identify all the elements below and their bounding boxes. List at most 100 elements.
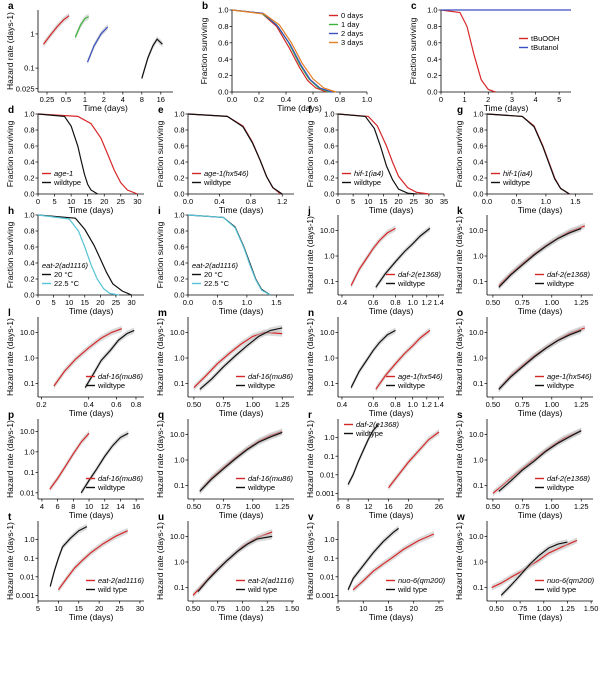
y-tick-label: 0.4	[218, 55, 228, 64]
series-line	[187, 214, 271, 296]
x-axis-label: Time (days)	[518, 612, 563, 622]
x-tick-label: 12	[101, 502, 109, 511]
legend-entry: daf-2(e1368)	[398, 270, 441, 279]
panel-letter: q	[158, 410, 164, 421]
x-tick-label: 20	[96, 298, 104, 307]
y-tick-label: 0.0	[24, 190, 34, 199]
x-tick-label: 16	[384, 502, 392, 511]
x-tick-label: 30	[136, 604, 144, 613]
legend-entry: daf-2(e1368)	[547, 270, 590, 279]
series-line	[37, 214, 132, 296]
x-tick-label: 20	[394, 197, 402, 206]
panel-letter: f	[308, 105, 312, 116]
confidence-band	[348, 421, 379, 488]
legend-entry: wildtype	[203, 178, 231, 187]
legend-entry: wild type	[247, 585, 277, 594]
x-tick-label: 0.50	[187, 400, 202, 409]
x-tick-label: 10	[85, 502, 93, 511]
panel-v: v 5 10 15 20 25 0.001 0.01 0.1 1.0 Time (days) Haza…	[305, 512, 446, 622]
x-axis-label: Time (days)	[518, 306, 563, 316]
x-tick-label: 20	[404, 502, 412, 511]
y-tick-label: 1.0	[24, 447, 34, 456]
y-tick-label: 1.0	[174, 456, 184, 465]
series-line	[498, 227, 582, 288]
x-tick-label: 0.0	[227, 95, 237, 104]
panel-letter: t	[8, 512, 12, 523]
y-tick-label: 0.1	[473, 379, 483, 388]
confidence-band	[50, 523, 87, 590]
legend-entry: 3 days	[341, 38, 363, 47]
y-tick-label: 0.4	[174, 259, 184, 268]
y-tick-label: 1.0	[218, 6, 228, 15]
y-tick-label: 1.0	[473, 558, 483, 567]
x-tick-label: 0.5	[511, 197, 521, 206]
y-tick-label: 0.6	[174, 142, 184, 151]
y-tick-label: 0.6	[24, 243, 34, 252]
y-tick-label: 0.1	[24, 468, 34, 477]
y-tick-label: 0.1	[324, 452, 334, 461]
x-tick-label: 0.6	[368, 298, 378, 307]
y-tick-label: 0.0	[174, 190, 184, 199]
legend-title: eat-2(ad1116)	[42, 261, 89, 270]
y-tick-label: 0.1	[24, 64, 34, 73]
x-tick-label: 10	[364, 197, 372, 206]
y-tick-label: 0.1	[174, 481, 184, 490]
x-axis-label: Time (days)	[369, 306, 414, 316]
x-tick-label: 0.0	[183, 197, 193, 206]
x-tick-label: 1.0	[407, 298, 417, 307]
x-tick-label: 1.0	[362, 95, 372, 104]
panel-letter: n	[308, 308, 314, 319]
y-tick-label: 0.2	[174, 174, 184, 183]
y-axis-label: Hazard rate (days-1)	[155, 522, 165, 600]
x-tick-label: 0.25	[40, 95, 55, 104]
x-tick-label: 4	[121, 95, 125, 104]
y-axis-label: Fraction surviving	[5, 120, 15, 187]
x-tick-label: 1.00	[245, 400, 260, 409]
y-tick-label: 0.025	[16, 84, 35, 93]
y-tick-label: 0.8	[473, 126, 483, 135]
x-tick-label: 0.75	[515, 502, 530, 511]
x-tick-label: 1.50	[584, 604, 599, 613]
x-axis-label: Time (days)	[369, 612, 414, 622]
x-tick-label: 2	[102, 95, 106, 104]
legend-entry: wildtype	[397, 279, 425, 288]
x-tick-label: 1.25	[275, 502, 290, 511]
y-tick-label: 10.0	[320, 226, 335, 235]
panel-n: n 0.4 0.6 0.8 1.0 1.2 1.4 0.1 1.0 10.0 Time (days)…	[305, 308, 444, 418]
x-tick-label: 0.4	[337, 400, 347, 409]
x-tick-label: 0.50	[489, 604, 504, 613]
legend-entry: 1 day	[341, 20, 360, 29]
series-line	[337, 113, 417, 195]
series-line	[86, 26, 109, 63]
legend-entry: age-1	[54, 169, 73, 178]
confidence-band	[193, 329, 283, 391]
x-tick-label: 0.0	[482, 197, 492, 206]
x-tick-label: 1.4	[433, 400, 443, 409]
x-tick-label: 5	[36, 604, 40, 613]
legend-entry: wildtype	[53, 178, 81, 187]
x-tick-label: 0.75	[216, 502, 231, 511]
confidence-band	[85, 327, 135, 391]
x-tick-label: 1.2	[277, 197, 287, 206]
legend-entry: age-1(hx546)	[398, 372, 443, 381]
y-tick-label: 0.1	[324, 379, 334, 388]
x-tick-label: 0.4	[84, 400, 94, 409]
x-axis-label: Time (days)	[369, 205, 414, 215]
panel-p: p 4 6 8 10 12 14 16 0.01 0.1 1.0 10.0 Time (days) Haz…	[5, 410, 144, 520]
x-tick-label: 6	[336, 502, 340, 511]
panel-e: e 0.0 0.4 0.8 1.2 0.0 0.2 0.4 0.6 0.8 1.0 Time (day…	[155, 105, 294, 215]
y-axis-label: Hazard rate (days-1)	[305, 318, 315, 396]
x-tick-label: 1.00	[536, 604, 551, 613]
x-tick-label: 5	[52, 298, 56, 307]
y-tick-label: 0.2	[473, 174, 483, 183]
y-tick-label: 0.1	[324, 554, 334, 563]
y-tick-label: 1.0	[473, 252, 483, 261]
confidence-band	[351, 225, 396, 289]
y-tick-label: 1.0	[324, 433, 334, 442]
x-tick-label: 3	[510, 95, 514, 104]
y-axis-label: Fraction surviving	[155, 120, 165, 187]
panel-l: l 0.2 0.4 0.6 0.8 0.1 1.0 10.0 Time (days) Hazard…	[5, 308, 144, 418]
legend-entry: tButanol	[531, 43, 559, 52]
y-tick-label: 1.0	[24, 110, 34, 119]
